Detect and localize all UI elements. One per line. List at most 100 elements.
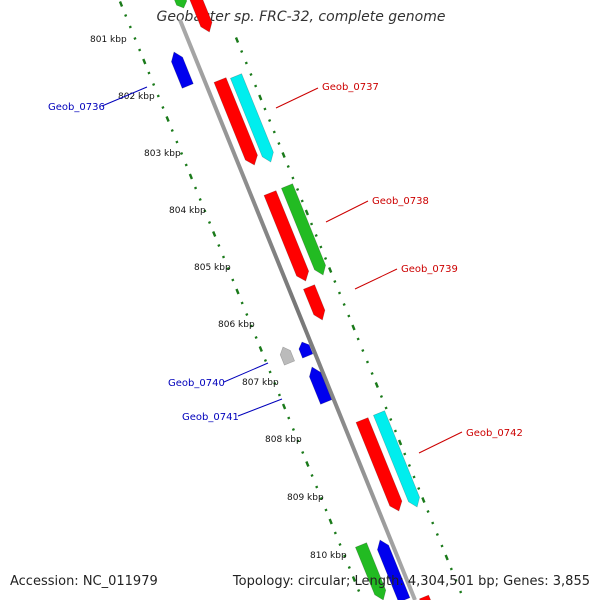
tick-mark-reverse-track	[319, 497, 323, 500]
tick-mark-forward-track	[440, 544, 444, 548]
genome-summary-text: Topology: circular; Length: 4,304,501 bp…	[232, 574, 590, 589]
tick-mark-forward-track	[337, 291, 342, 295]
kbp-tick-label: 810 kbp	[310, 551, 347, 561]
tick-mark-reverse-track	[198, 198, 202, 201]
tick-mark-reverse-track	[128, 25, 132, 29]
gene-feature-reverse-cds-bottom[interactable]	[377, 539, 411, 600]
tick-mark-forward-track	[351, 324, 356, 331]
gene-label-geob-0741[interactable]: Geob_0741	[182, 412, 239, 423]
map-title: Geobacter sp. FRC-32, complete genome	[156, 9, 446, 25]
tick-mark-forward-track	[389, 418, 393, 421]
gene-feature-geob-0739[interactable]	[303, 284, 326, 321]
tick-mark-reverse-track	[221, 255, 226, 259]
tick-mark-reverse-track	[226, 267, 230, 270]
gene-feature-geob-0738-rna[interactable]	[281, 183, 326, 276]
gene-label-geob-0739[interactable]: Geob_0739	[401, 264, 458, 275]
tick-mark-forward-track	[412, 475, 416, 479]
tick-mark-forward-track	[304, 209, 310, 216]
tick-mark-reverse-track	[152, 83, 156, 86]
tick-mark-forward-track	[240, 50, 244, 53]
tick-mark-forward-track	[403, 452, 407, 456]
leader-geob-0737	[275, 87, 319, 109]
gene-label-geob-0736[interactable]: Geob_0736	[48, 102, 105, 113]
tick-mark-forward-track	[417, 487, 421, 490]
tick-mark-reverse-track	[175, 140, 179, 144]
leader-geob-0739	[354, 268, 398, 290]
tick-mark-reverse-track	[281, 403, 287, 410]
kbp-tick-label: 801 kbp	[90, 35, 127, 45]
tick-mark-forward-track	[365, 360, 369, 364]
tick-mark-reverse-track	[254, 336, 258, 339]
gene-label-geob-0737[interactable]: Geob_0737	[322, 82, 379, 93]
tick-mark-forward-track	[286, 165, 290, 168]
tick-mark-forward-track	[426, 510, 430, 513]
tick-mark-reverse-track	[245, 313, 249, 316]
gene-feature-geob-0742[interactable]	[355, 417, 403, 512]
tick-mark-forward-track	[319, 245, 323, 249]
gene-feature-geob-0741[interactable]	[309, 366, 333, 405]
leader-geob-0740	[223, 362, 269, 383]
gene-feature-geob-0740[interactable]	[298, 341, 314, 359]
tick-mark-reverse-track	[296, 439, 300, 443]
tick-mark-reverse-track	[268, 370, 272, 374]
tick-mark-reverse-track	[147, 71, 151, 75]
kbp-tick-label: 806 kbp	[218, 320, 255, 330]
gene-feature-geob-0738[interactable]	[263, 190, 310, 282]
tick-mark-reverse-track	[170, 129, 174, 132]
gene-feature-geob-0737-other[interactable]	[230, 73, 274, 163]
tick-mark-forward-track	[397, 439, 403, 446]
tick-mark-forward-track	[324, 257, 328, 260]
tick-mark-reverse-track	[277, 393, 281, 397]
gene-feature-geob-0736[interactable]	[171, 51, 194, 89]
tick-mark-forward-track	[370, 372, 374, 375]
tick-mark-reverse-track	[235, 288, 240, 295]
tick-mark-forward-track	[234, 37, 240, 43]
tick-mark-forward-track	[300, 199, 304, 203]
gene-feature-forward-rna-bottom[interactable]	[355, 542, 387, 600]
tick-mark-forward-track	[449, 567, 453, 571]
tick-mark-forward-track	[244, 61, 248, 65]
tick-mark-forward-track	[272, 130, 276, 134]
tick-mark-forward-track	[314, 234, 318, 237]
gene-label-geob-0738[interactable]: Geob_0738	[372, 196, 429, 207]
kbp-tick-label: 807 kbp	[242, 378, 279, 388]
tick-mark-reverse-track	[305, 461, 310, 467]
tick-mark-forward-track	[328, 267, 333, 273]
gene-feature-geob-0742-other[interactable]	[373, 410, 420, 508]
tick-mark-reverse-track	[138, 48, 142, 52]
tick-mark-reverse-track	[203, 209, 207, 213]
gene-feature-forward-cds-bottom[interactable]	[419, 594, 432, 600]
tick-mark-forward-track	[258, 94, 263, 101]
tick-mark-reverse-track	[338, 543, 342, 546]
tick-mark-forward-track	[435, 533, 439, 536]
tick-mark-reverse-track	[165, 116, 170, 122]
tick-mark-reverse-track	[184, 163, 188, 167]
gene-label-geob-0740[interactable]: Geob_0740	[168, 378, 225, 389]
tick-mark-forward-track	[254, 84, 258, 88]
tick-mark-reverse-track	[194, 186, 198, 190]
tick-mark-reverse-track	[208, 221, 212, 224]
tick-mark-reverse-track	[324, 508, 328, 512]
tick-mark-reverse-track	[287, 416, 291, 420]
gene-feature-geob-0737[interactable]	[213, 77, 258, 166]
tick-mark-reverse-track	[231, 278, 235, 282]
tick-mark-reverse-track	[156, 94, 160, 98]
gene-label-geob-0742[interactable]: Geob_0742	[466, 428, 523, 439]
tick-mark-forward-track	[379, 395, 383, 398]
gene-feature-forward-cds[interactable]	[188, 0, 213, 33]
tick-mark-reverse-track	[188, 173, 194, 180]
tick-mark-forward-track	[263, 107, 267, 111]
kbp-tick-label: 804 kbp	[169, 206, 206, 216]
tick-mark-reverse-track	[263, 359, 267, 362]
gene-feature-reverse-other[interactable]	[279, 346, 295, 366]
genome-backbone	[178, 19, 417, 600]
tick-mark-forward-track	[277, 142, 281, 145]
tick-mark-forward-track	[281, 152, 286, 158]
leader-geob-0736	[101, 86, 148, 107]
tick-mark-forward-track	[347, 314, 351, 318]
leader-geob-0738	[325, 200, 369, 223]
leader-geob-0742	[418, 431, 463, 454]
gene-feature-forward-rna[interactable]	[173, 0, 188, 9]
kbp-tick-label: 803 kbp	[144, 149, 181, 159]
